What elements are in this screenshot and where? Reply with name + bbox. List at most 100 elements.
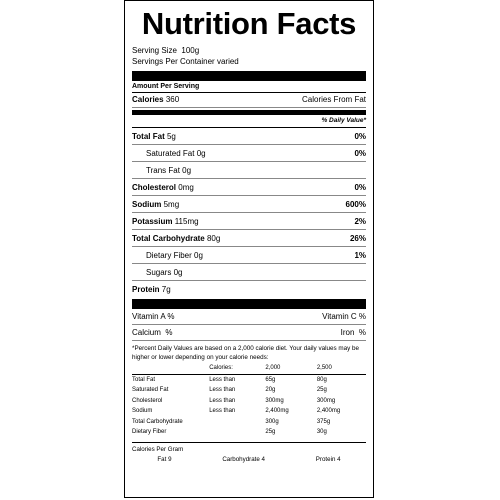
reference-table: Calories: 2,000 2,500 Total Fat Less tha… [132,363,366,438]
vitamin-row-a-c: Vitamin A % Vitamin C % [132,309,366,325]
reference-cmp [209,427,265,438]
cpg-carbohydrate: Carbohydrate 4 [222,455,265,463]
nutrient-amount: 115mg [174,216,199,226]
table-row: Saturated Fat Less than 20g 25g [132,385,366,396]
reference-cmp: Less than [209,408,236,415]
reference-cmp: Less than [209,376,236,383]
amount-per-serving: Amount Per Serving [132,83,200,90]
nutrient-dv: 600% [345,199,366,209]
reference-cmp: Less than [209,397,236,404]
vitamin-row-calcium-iron: Calcium % Iron % [132,325,366,341]
nutrient-label: Sugars [146,267,172,277]
reference-v1: 65g [265,376,276,383]
cpg-protein: Protein 4 [315,455,341,463]
nutrient-amount: 0g [182,165,192,175]
nutrient-dv: 0% [354,131,366,141]
reference-v1: 300g [265,418,279,425]
reference-name: Total Fat [132,376,156,383]
nutrient-label: Saturated Fat [146,148,195,158]
table-row: Cholesterol Less than 300mg 300mg [132,396,366,407]
reference-v2: 80g [316,376,327,383]
reference-v2: 375g [316,418,331,425]
nutrient-dv: 26% [349,233,366,243]
reference-v2: 30g [316,429,327,436]
thick-divider [132,299,366,309]
reference-name: Sodium [132,408,153,415]
reference-v2: 300mg [316,397,336,404]
nutrient-dv: 0% [354,182,366,192]
nutrient-amount: 5g [166,131,176,141]
reference-v1: 300mg [265,397,284,404]
reference-calories-label: Calories: [209,363,266,375]
reference-name: Saturated Fat [132,387,169,394]
nutrient-dv: 0% [354,148,366,158]
nutrient-label: Total Carbohydrate [132,233,205,243]
daily-value-header: % Daily Value* [321,117,366,124]
serving-size: Serving Size 100g [132,45,366,56]
nutrient-amount: 0mg [178,182,194,192]
reference-2000: 2,000 [265,363,317,375]
calories-row: Calories 360 Calories From Fat [132,93,366,108]
serving-size-label: Serving Size [132,46,177,55]
nutrient-label: Trans Fat [146,165,180,175]
reference-2500: 2,500 [316,363,366,375]
reference-v1: 25g [265,429,276,436]
thin-divider [132,92,366,93]
nutrient-row-total-carbohydrate: Total Carbohydrate 80g 26% [132,230,366,247]
reference-v1: 2,400mg [265,408,289,415]
nutrient-label: Dietary Fiber [146,250,192,260]
nutrient-row-protein: Protein 7g [132,281,366,297]
servings-per-container: Servings Per Container varied [132,56,366,67]
iron: Iron % [340,328,366,337]
vitamin-c: Vitamin C % [322,312,366,321]
calories-value: 360 [165,95,180,104]
calories-from-fat-label: Calories From Fat [301,95,366,104]
table-row: Dietary Fiber 25g 30g [132,427,366,438]
nutrient-amount: 7g [161,284,171,294]
daily-value-footnote: *Percent Daily Values are based on a 2,0… [132,345,360,361]
nutrient-row-potassium: Potassium 115mg 2% [132,213,366,230]
nutrient-dv: 1% [354,250,366,260]
nutrient-row-dietary-fiber: Dietary Fiber 0g 1% [132,247,366,264]
cpg-fat: Fat 9 [157,455,172,463]
reference-name: Cholesterol [132,397,163,404]
nutrient-row-trans-fat: Trans Fat 0g [132,162,366,179]
serving-size-value: 100g [181,46,200,55]
table-row: Total Fat Less than 65g 80g [132,374,366,385]
reference-v2: 25g [316,387,327,394]
reference-cmp: Less than [209,387,236,394]
nutrient-label: Potassium [132,216,173,226]
reference-name: Dietary Fiber [132,429,167,436]
nutrient-amount: 0g [173,267,183,277]
servings-per-container-value: varied [216,57,239,66]
reference-cmp [209,417,265,428]
thick-divider [132,71,366,81]
nutrition-facts-panel: Nutrition Facts Serving Size 100g Servin… [124,0,374,498]
vitamin-a: Vitamin A % [132,312,175,321]
nutrient-amount: 5mg [163,199,180,209]
calcium: Calcium % [132,328,173,337]
table-row: Sodium Less than 2,400mg 2,400mg [132,406,366,417]
nutrient-row-cholesterol: Cholesterol 0mg 0% [132,179,366,196]
panel-title: Nutrition Facts [141,6,357,41]
reference-header-row: Calories: 2,000 2,500 [132,363,366,375]
nutrient-amount: 80g [206,233,221,243]
calories-per-gram-values: Fat 9 Carbohydrate 4 Protein 4 [132,456,366,463]
reference-v2: 2,400mg [316,408,341,415]
nutrient-row-sodium: Sodium 5mg 600% [132,196,366,213]
medium-divider [132,110,366,115]
nutrient-row-saturated-fat: Saturated Fat 0g 0% [132,145,366,162]
reference-name: Total Carbohydrate [132,418,183,425]
nutrient-label: Protein [132,284,160,294]
calories-label: Calories [132,95,164,104]
reference-v1: 20g [265,387,276,394]
nutrient-amount: 0g [196,148,206,158]
servings-per-container-label: Servings Per Container [132,57,215,66]
nutrient-label: Sodium [132,199,162,209]
nutrient-label: Total Fat [132,131,165,141]
calories-per-gram-label: Calories Per Gram [132,441,366,453]
nutrient-amount: 0g [194,250,203,260]
table-row: Total Carbohydrate 300g 375g [132,417,366,428]
nutrient-label: Cholesterol [132,182,177,192]
nutrient-row-total-fat: Total Fat 5g 0% [132,128,366,145]
